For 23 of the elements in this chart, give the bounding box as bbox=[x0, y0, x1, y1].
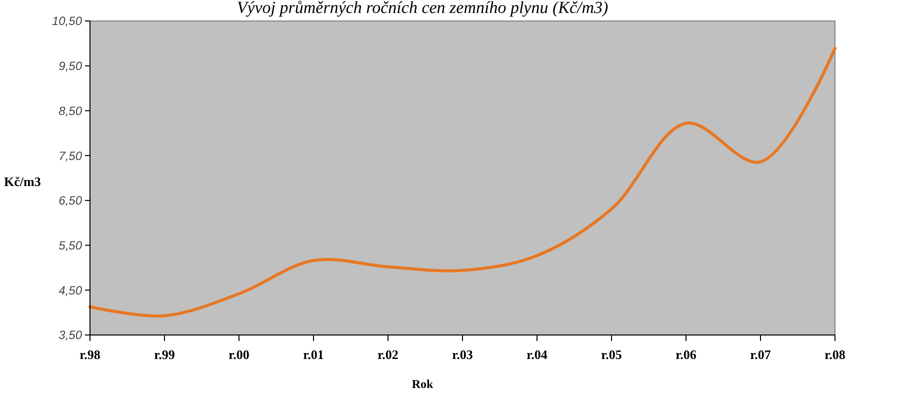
x-tick-label: r.00 bbox=[228, 347, 250, 362]
x-tick-label: r.06 bbox=[676, 347, 697, 362]
x-tick-label: r.98 bbox=[80, 347, 101, 362]
x-tick-label: r.04 bbox=[526, 347, 548, 362]
line-series bbox=[88, 46, 836, 318]
x-axis-title: Rok bbox=[412, 377, 434, 391]
x-tick-label: r.03 bbox=[452, 347, 474, 362]
x-tick-label: r.01 bbox=[303, 347, 324, 362]
y-tick-label: 6,50 bbox=[58, 194, 82, 208]
x-tick-label: r.07 bbox=[750, 347, 772, 362]
chart-title: Vývoj průměrných ročních cen zemního plynu (Kč/m3) bbox=[236, 0, 609, 17]
x-tick-label: r.05 bbox=[601, 347, 622, 362]
y-tick-label: 9,50 bbox=[58, 59, 82, 74]
y-tick-label: 3,50 bbox=[58, 328, 82, 342]
x-tick-label: r.08 bbox=[824, 347, 846, 362]
y-tick-label: 7,50 bbox=[58, 148, 82, 163]
y-tick-label: 8,50 bbox=[58, 104, 82, 118]
y-tick-label: 4,50 bbox=[58, 283, 82, 298]
y-tick-label: 5,50 bbox=[58, 238, 82, 252]
x-tick-label: r.99 bbox=[154, 347, 176, 362]
y-axis-title: Kč/m3 bbox=[4, 174, 42, 189]
x-tick-label: r.02 bbox=[378, 347, 398, 362]
y-tick-label: 10,50 bbox=[52, 14, 82, 28]
